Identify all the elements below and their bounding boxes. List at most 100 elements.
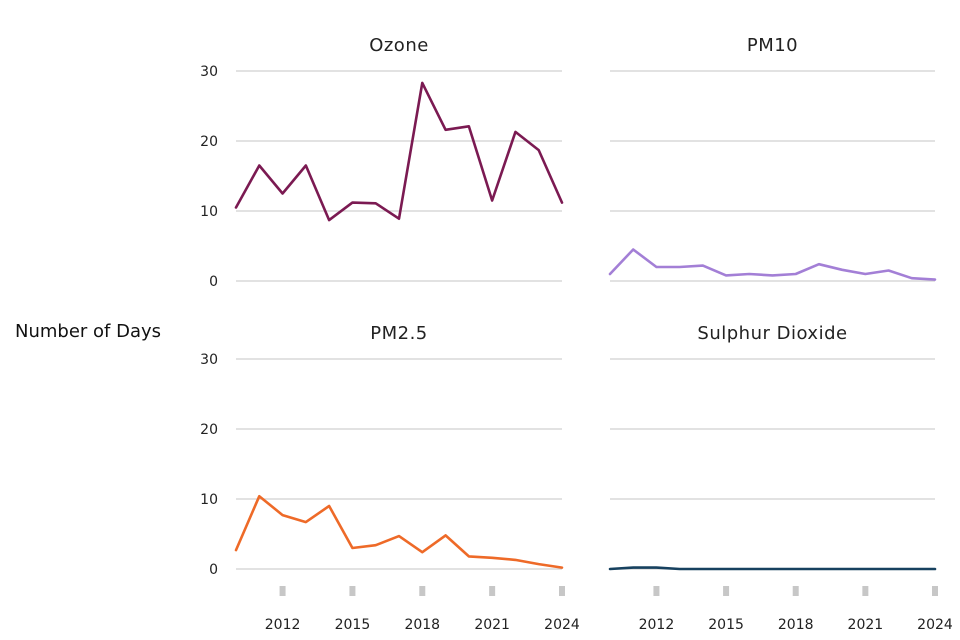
x-tick-label: 2018 <box>778 617 814 633</box>
x-tick-mark <box>279 586 286 596</box>
data-point <box>793 272 798 277</box>
data-point <box>933 277 938 282</box>
data-point <box>747 567 752 572</box>
data-point <box>909 276 914 281</box>
data-point <box>560 200 565 205</box>
data-point <box>909 567 914 572</box>
data-point <box>886 567 891 572</box>
y-tick-label: 30 <box>200 352 218 368</box>
data-point <box>608 272 613 277</box>
data-point <box>770 567 775 572</box>
data-point <box>654 565 659 570</box>
panel-ozone: Ozone 0 10 20 30 <box>200 35 564 290</box>
x-tick-mark <box>723 586 730 596</box>
data-point <box>933 567 938 572</box>
data-point <box>420 80 425 85</box>
data-point <box>350 546 355 551</box>
data-point <box>420 550 425 555</box>
data-point <box>793 567 798 572</box>
panel-title: PM10 <box>747 35 798 56</box>
data-point <box>280 191 285 196</box>
y-tick-label: 20 <box>200 134 218 150</box>
x-tick-label: 2012 <box>639 617 675 633</box>
panel-pm2-5: PM2.5 0 10 20 30 2012 2015 2018 2021 2024 <box>200 323 580 633</box>
y-tick-label: 0 <box>209 274 218 290</box>
data-point <box>443 127 448 132</box>
x-tick-label: 2021 <box>848 617 884 633</box>
series-line-pm2-5 <box>234 494 564 569</box>
data-point <box>608 567 613 572</box>
data-point <box>840 567 845 572</box>
data-point <box>654 265 659 270</box>
panel-title: Ozone <box>369 35 429 56</box>
panels-group: Ozone 0 10 20 30 PM10 PM2.5 0 10 20 30 2012 2015 2018… <box>200 35 953 633</box>
x-tick-label: 2015 <box>708 617 744 633</box>
data-point <box>303 163 308 168</box>
data-point <box>631 247 636 252</box>
data-point <box>536 148 541 153</box>
data-point <box>724 273 729 278</box>
x-tick-label: 2024 <box>917 617 953 633</box>
data-point <box>397 216 402 221</box>
data-point <box>816 567 821 572</box>
x-tick-label: 2021 <box>474 617 510 633</box>
y-tick-label: 30 <box>200 64 218 80</box>
data-point <box>490 555 495 560</box>
data-point <box>863 567 868 572</box>
data-point <box>560 565 565 570</box>
data-point <box>257 163 262 168</box>
panel-title: PM2.5 <box>370 323 428 344</box>
data-point <box>840 267 845 272</box>
data-point <box>466 124 471 129</box>
x-tick-mark <box>932 586 938 596</box>
panel-pm10: PM10 <box>608 35 938 282</box>
data-point <box>350 200 355 205</box>
x-tick-mark <box>862 586 869 596</box>
data-point <box>466 554 471 559</box>
data-point <box>863 272 868 277</box>
series-line-pm10 <box>608 248 937 281</box>
y-tick-label: 10 <box>200 492 218 508</box>
data-point <box>886 268 891 273</box>
data-point <box>327 504 332 509</box>
y-tick-label: 20 <box>200 422 218 438</box>
data-point <box>631 565 636 570</box>
data-point <box>677 265 682 270</box>
x-tick-mark <box>349 586 356 596</box>
data-point <box>770 273 775 278</box>
x-tick-label: 2024 <box>544 617 580 633</box>
x-tick-mark <box>489 586 496 596</box>
data-point <box>234 205 239 210</box>
data-point <box>513 129 518 134</box>
data-point <box>443 533 448 538</box>
series-line-sulphur-dioxide <box>608 566 937 571</box>
x-tick-mark <box>559 586 565 596</box>
x-tick-label: 2012 <box>265 617 301 633</box>
x-tick-mark <box>792 586 799 596</box>
x-tick-mark <box>653 586 660 596</box>
data-point <box>677 567 682 572</box>
data-point <box>257 494 262 499</box>
data-point <box>280 513 285 518</box>
panel-sulphur-dioxide: Sulphur Dioxide 2012 2015 2018 2021 2024 <box>608 323 953 633</box>
data-point <box>724 567 729 572</box>
x-tick-label: 2018 <box>404 617 440 633</box>
data-point <box>513 557 518 562</box>
data-point <box>536 562 541 567</box>
data-point <box>816 262 821 267</box>
data-point <box>303 520 308 525</box>
data-point <box>234 548 239 553</box>
data-point <box>373 543 378 548</box>
data-point <box>397 534 402 539</box>
y-tick-label: 0 <box>209 562 218 578</box>
y-tick-label: 10 <box>200 204 218 220</box>
x-tick-label: 2015 <box>335 617 371 633</box>
panel-title: Sulphur Dioxide <box>697 323 847 344</box>
x-tick-mark <box>419 586 426 596</box>
data-point <box>747 272 752 277</box>
y-axis-label: Number of Days <box>15 321 161 342</box>
series-line-ozone <box>234 81 564 222</box>
data-point <box>327 218 332 223</box>
data-point <box>490 198 495 203</box>
